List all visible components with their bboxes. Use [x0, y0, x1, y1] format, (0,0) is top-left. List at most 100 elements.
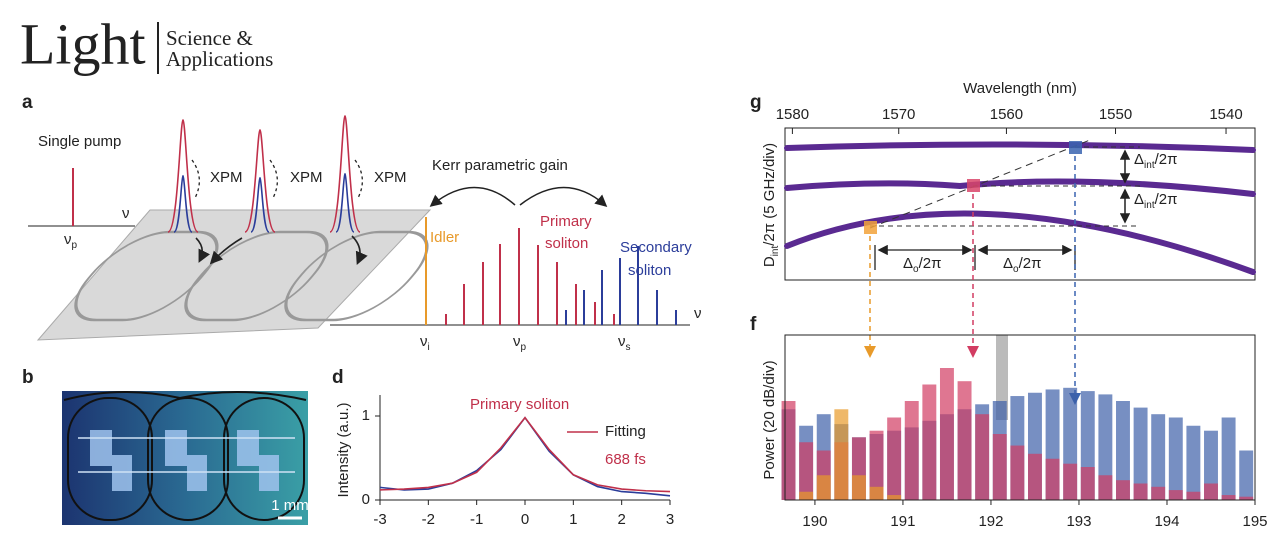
y-tick-label: 1	[362, 407, 370, 424]
bar	[1221, 495, 1236, 500]
x-axis-label: Wavelength (nm)	[963, 80, 1077, 97]
primary-comb	[445, 228, 615, 325]
bar	[1239, 450, 1254, 500]
bar	[799, 442, 814, 500]
pump-label: νp	[64, 231, 78, 251]
bar	[1204, 483, 1218, 500]
level-lines	[870, 146, 1140, 227]
bar	[1098, 394, 1113, 500]
bar	[1168, 417, 1183, 500]
x-tick-label: 1570	[882, 106, 915, 123]
bar	[904, 401, 919, 500]
bar	[869, 486, 884, 500]
symbol: ν	[513, 333, 521, 350]
x-tick-label: 0	[521, 511, 529, 528]
subscript: p	[521, 342, 527, 353]
subscript: s	[626, 342, 631, 353]
idler-label: Idler	[430, 229, 459, 246]
x-tick-label: 195	[1242, 513, 1267, 530]
journal-subtitle: Science &	[166, 26, 253, 50]
bar	[834, 409, 849, 500]
x-tick-label: 190	[802, 513, 827, 530]
label: Δo/2π	[903, 255, 941, 275]
bar	[1151, 486, 1166, 500]
panel-label: b	[22, 367, 34, 388]
subscript: o	[913, 264, 919, 275]
label: Δo/2π	[1003, 255, 1041, 275]
annotation: Primary soliton	[470, 396, 569, 413]
bar	[1027, 453, 1042, 500]
y-tick-label: 0	[362, 491, 370, 508]
bar	[851, 475, 866, 500]
bar	[1133, 483, 1148, 500]
x-tick-label: 1	[569, 511, 577, 528]
bar	[869, 430, 884, 500]
label: Dint/2π (5 GHz/div)	[761, 143, 781, 267]
panel-label: g	[750, 92, 762, 113]
primary-label: Primary	[540, 213, 592, 230]
xpm-arrows	[191, 159, 363, 199]
label: Δint/2π	[1134, 151, 1177, 171]
secondary-label: soliton	[628, 262, 671, 279]
symbol: ν	[64, 231, 72, 248]
bar	[799, 491, 814, 500]
bar	[1151, 414, 1166, 500]
text-part: /2π	[919, 255, 942, 272]
label: Δint/2π	[1134, 191, 1177, 211]
text-part: Δ	[1134, 151, 1144, 168]
ring-arrows	[195, 235, 368, 265]
journal-title: Light	[20, 11, 146, 76]
bar	[975, 414, 990, 500]
single-pump-label: Single pump	[38, 133, 121, 150]
subscript: i	[428, 342, 430, 353]
bar	[816, 475, 831, 500]
y-axis-label: Intensity (a.u.)	[335, 402, 352, 497]
subscript: int	[1144, 160, 1155, 171]
plot-frame	[784, 334, 1256, 501]
text-part: Δ	[903, 255, 913, 272]
pulses	[167, 115, 361, 233]
photo-pads	[90, 430, 279, 491]
bar	[1098, 475, 1113, 500]
text-part: /2π (5 GHz/div)	[761, 143, 778, 246]
x-tick-label: 194	[1154, 513, 1179, 530]
comb-tick: νp	[513, 333, 527, 353]
x-tick-label: 2	[617, 511, 625, 528]
tangent-line	[869, 139, 1091, 229]
photo-waveguides	[78, 437, 295, 473]
xpm-label: XPM	[290, 169, 323, 186]
rings	[74, 230, 429, 322]
text-part: Δ	[1134, 191, 1144, 208]
chart-layer: 1580 1570 1560 1550 1540 Dint/2π (5 GHz/div) Δ…	[332, 106, 1268, 530]
bar	[957, 381, 972, 500]
xpm-label: XPM	[210, 169, 243, 186]
bar	[1080, 467, 1095, 500]
subscript: int	[770, 246, 781, 257]
photo-rings	[63, 390, 307, 521]
axis-symbol: ν	[122, 205, 130, 222]
mode-marker	[1069, 141, 1082, 154]
subscript: p	[72, 240, 78, 251]
mode-marker	[967, 179, 980, 192]
measure-arrows	[874, 149, 1131, 270]
y-axis-label: Power (20 dB/div)	[761, 360, 778, 479]
bar	[1221, 417, 1236, 500]
primary-label: soliton	[545, 235, 588, 252]
text-part: D	[761, 256, 778, 267]
text-part: Δ	[1003, 255, 1013, 272]
text-part: /2π	[1155, 191, 1178, 208]
bar	[922, 384, 937, 500]
text-part: /2π	[1155, 151, 1178, 168]
data-line	[379, 416, 671, 493]
panel-label: d	[332, 367, 344, 388]
x-tick-label: 193	[1066, 513, 1091, 530]
x-tick-label: 191	[890, 513, 915, 530]
x-tick-label: -1	[470, 511, 483, 528]
comb-tick: νs	[618, 333, 631, 353]
bar	[1186, 491, 1201, 500]
bar	[1116, 401, 1130, 500]
bar	[1239, 496, 1254, 500]
bar	[1133, 407, 1148, 500]
